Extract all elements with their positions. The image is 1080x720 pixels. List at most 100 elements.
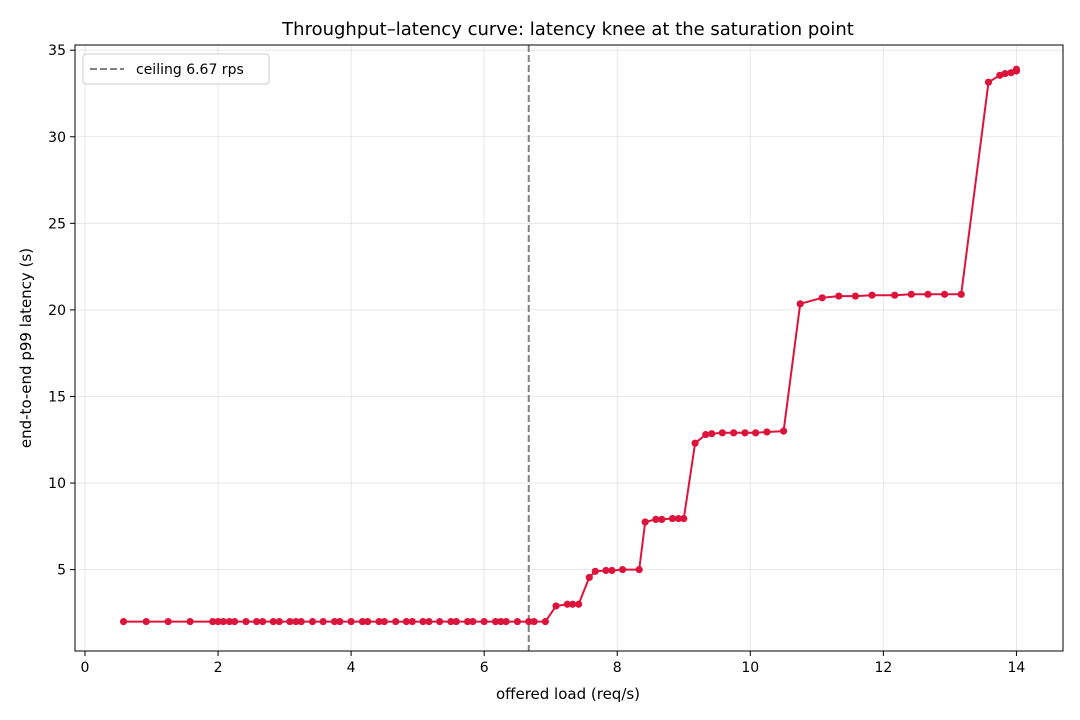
data-point — [491, 617, 500, 626]
data-point — [602, 566, 610, 575]
data-point — [214, 617, 222, 626]
data-point — [575, 600, 583, 608]
data-point — [708, 430, 716, 438]
data-point — [392, 617, 400, 626]
x-tick-label: 6 — [480, 660, 489, 676]
data-point — [358, 617, 367, 626]
x-axis: 0 2 4 6 8 10 12 14 — [81, 651, 1026, 676]
data-point — [435, 617, 444, 626]
data-point — [668, 514, 677, 523]
data-point — [779, 427, 788, 435]
x-tick-label: 4 — [347, 660, 356, 676]
y-axis-label: end-to-end p99 latency (s) — [17, 248, 35, 448]
data-point — [408, 617, 416, 626]
data-point — [525, 617, 533, 626]
data-point — [851, 292, 860, 300]
data-point — [1012, 65, 1021, 73]
data-point — [618, 566, 627, 574]
data-point — [635, 566, 643, 574]
data-point — [652, 515, 660, 524]
data-point — [835, 292, 843, 300]
y-tick-label: 35 — [48, 43, 66, 59]
x-axis-label: offered load (req/s) — [496, 685, 640, 703]
plot-frame — [74, 44, 1064, 652]
data-point — [119, 617, 128, 626]
y-tick-label: 20 — [48, 303, 66, 319]
data-point — [336, 617, 344, 626]
data-point — [608, 566, 616, 575]
data-point — [275, 617, 283, 626]
legend-label: ceiling 6.67 rps — [136, 62, 244, 78]
y-axis: 5 10 15 20 25 30 35 — [48, 43, 75, 579]
chart-title: Throughput–latency curve: latency knee a… — [281, 19, 854, 40]
y-tick-label: 25 — [48, 216, 66, 232]
legend: ceiling 6.67 rps — [82, 53, 270, 85]
y-tick-label: 5 — [57, 563, 66, 579]
data-point — [447, 617, 455, 626]
data-point — [164, 617, 172, 626]
data-point — [269, 617, 277, 626]
data-point — [219, 617, 227, 626]
data-point — [469, 617, 477, 626]
data-point — [718, 429, 726, 437]
data-point — [225, 617, 233, 626]
data-point — [641, 518, 649, 526]
legend-box — [82, 53, 270, 85]
data-point — [702, 430, 710, 439]
data-point — [563, 600, 571, 608]
x-tick-label: 2 — [214, 660, 223, 676]
data-point — [741, 429, 749, 437]
data-point — [585, 573, 593, 582]
data-point — [419, 617, 427, 626]
data-point — [330, 617, 339, 626]
y-tick-label: 10 — [48, 476, 66, 492]
data-point — [591, 567, 599, 575]
data-point — [891, 291, 899, 299]
series-layer — [119, 65, 1021, 626]
data-point — [730, 429, 738, 437]
grid — [75, 45, 1063, 651]
data-point — [380, 617, 388, 626]
data-point — [868, 291, 876, 299]
x-tick-label: 12 — [874, 660, 892, 676]
data-point — [463, 617, 472, 626]
data-point — [552, 602, 560, 610]
data-point — [364, 617, 372, 626]
x-tick-label: 14 — [1008, 660, 1026, 676]
data-point — [541, 617, 549, 626]
data-point — [691, 439, 699, 447]
data-point — [259, 617, 267, 626]
data-point — [680, 514, 688, 523]
data-point — [940, 290, 949, 298]
data-point — [452, 617, 460, 626]
data-point — [513, 617, 522, 626]
data-point — [957, 290, 965, 298]
data-point — [480, 617, 488, 626]
data-point — [186, 617, 194, 626]
data-point — [425, 617, 433, 626]
data-point — [752, 429, 760, 437]
data-point — [253, 617, 261, 626]
data-point — [375, 617, 383, 626]
data-point — [308, 617, 317, 626]
y-tick-label: 30 — [48, 130, 66, 146]
y-tick-label: 15 — [48, 389, 66, 405]
data-point — [674, 514, 683, 523]
x-tick-label: 10 — [741, 660, 759, 676]
data-point — [924, 290, 932, 298]
data-point — [286, 617, 294, 626]
data-point — [297, 617, 305, 626]
data-point — [231, 617, 239, 626]
data-point — [292, 617, 300, 626]
x-tick-label: 0 — [81, 660, 90, 676]
data-point — [209, 617, 217, 626]
data-point — [319, 617, 327, 626]
data-point — [1001, 69, 1009, 78]
data-point — [347, 617, 355, 626]
data-point — [796, 300, 804, 308]
data-point — [497, 617, 505, 626]
series-line — [123, 69, 1018, 623]
data-point — [984, 78, 993, 86]
data-point — [658, 515, 666, 524]
